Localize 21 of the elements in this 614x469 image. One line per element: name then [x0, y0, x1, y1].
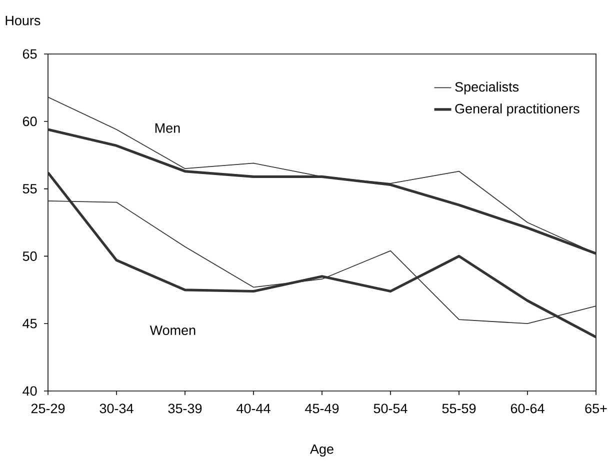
- y-tick-label: 65: [22, 49, 37, 59]
- annotation: Women: [150, 326, 196, 336]
- x-tick-label: 40-44: [236, 404, 270, 414]
- legend-label: Specialists: [455, 82, 519, 94]
- annotation: Men: [155, 123, 180, 133]
- x-tick-label: 65+: [585, 404, 607, 414]
- x-tick-label: 35-39: [168, 404, 202, 414]
- y-axis-title: Hours: [6, 16, 40, 26]
- x-tick-label: 50-54: [374, 404, 408, 414]
- y-tick-label: 55: [22, 184, 37, 194]
- y-tick-label: 40: [22, 386, 37, 396]
- x-tick-label: 45-49: [305, 404, 339, 414]
- y-tick-label: 50: [22, 251, 37, 261]
- x-tick-label: 55-59: [442, 404, 476, 414]
- x-axis-title: Age: [310, 444, 334, 457]
- x-tick-label: 25-29: [31, 404, 65, 414]
- y-tick-label: 60: [22, 116, 37, 126]
- y-tick-label: 45: [22, 318, 37, 328]
- legend-label: General practitioners: [455, 104, 580, 116]
- x-tick-label: 60-64: [510, 404, 544, 414]
- x-tick-label: 30-34: [100, 404, 134, 414]
